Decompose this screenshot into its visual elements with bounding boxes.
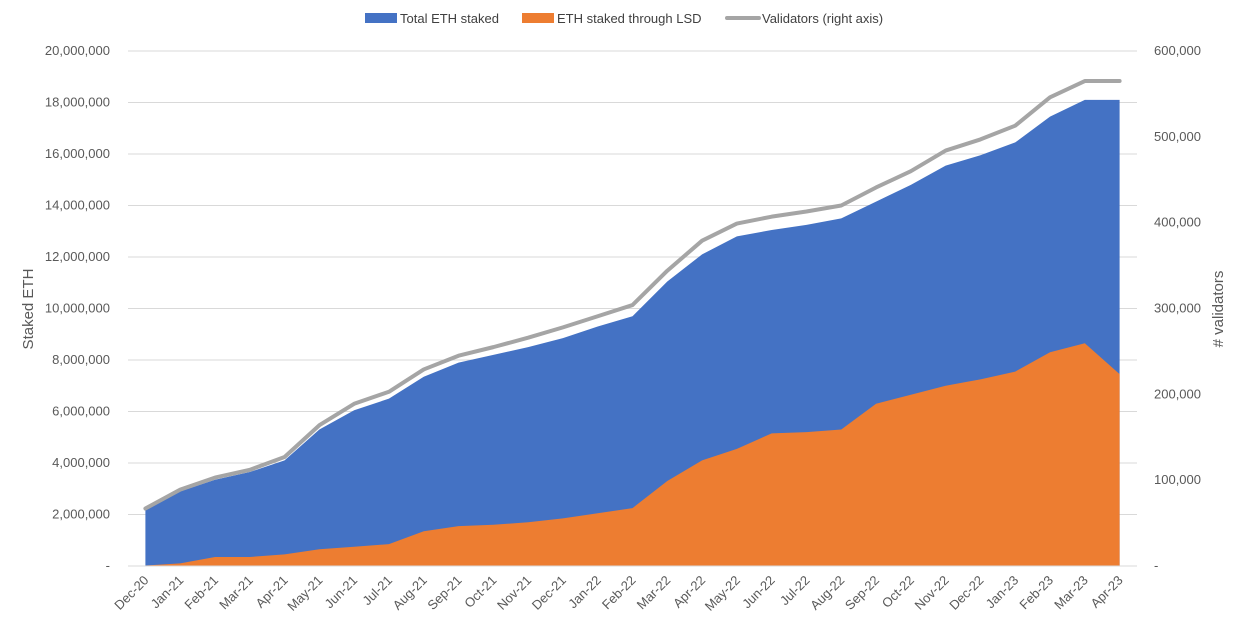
y-tick-label-right: 100,000 — [1154, 472, 1201, 487]
y-tick-label-left: 12,000,000 — [45, 249, 110, 264]
y-tick-label-right: - — [1154, 558, 1158, 573]
y-tick-label-left: - — [106, 558, 110, 573]
legend-swatch — [365, 13, 397, 23]
x-tick-label: Mar-21 — [216, 573, 256, 613]
line-validators — [143, 79, 1122, 511]
x-tick-label: Oct-21 — [461, 573, 499, 611]
x-tick-label: Mar-22 — [634, 573, 674, 613]
y-tick-label-left: 18,000,000 — [45, 95, 110, 110]
x-tick-label: Mar-23 — [1051, 573, 1091, 613]
y-axis-title-right: # validators — [1210, 271, 1227, 348]
legend-swatch — [522, 13, 554, 23]
x-tick-label: Jun-22 — [739, 573, 778, 612]
x-tick-label: Sep-22 — [842, 573, 882, 613]
x-tick-label: Sep-21 — [424, 573, 464, 613]
x-tick-label: Oct-22 — [879, 573, 917, 611]
y-tick-label-right: 200,000 — [1154, 386, 1201, 401]
y-tick-label-right: 600,000 — [1154, 43, 1201, 58]
x-tick-label: May-21 — [284, 573, 325, 614]
x-tick-label: Dec-21 — [529, 573, 569, 613]
y-tick-label-right: 400,000 — [1154, 215, 1201, 230]
x-tick-label: Jun-21 — [322, 573, 361, 612]
y-tick-label-right: 300,000 — [1154, 301, 1201, 316]
x-tick-label: Feb-21 — [181, 573, 221, 613]
y-tick-label-left: 4,000,000 — [52, 455, 110, 470]
y-tick-label-left: 16,000,000 — [45, 146, 110, 161]
y-tick-label-left: 14,000,000 — [45, 198, 110, 213]
area-eth-staked-through-lsd — [145, 343, 1120, 566]
y-tick-label-left: 20,000,000 — [45, 43, 110, 58]
x-tick-label: Jan-23 — [983, 573, 1022, 612]
x-tick-label: Nov-22 — [912, 573, 952, 613]
x-tick-label: Aug-22 — [807, 573, 847, 613]
x-tick-label: Aug-21 — [390, 573, 430, 613]
x-tick-label: Jan-22 — [565, 573, 604, 612]
x-tick-label: May-22 — [702, 573, 743, 614]
x-tick-label: Dec-22 — [946, 573, 986, 613]
area-series — [145, 99, 1120, 567]
legend: Total ETH staked ETH staked through LSD Va… — [365, 11, 883, 26]
y-tick-label-left: 8,000,000 — [52, 352, 110, 367]
legend-label: Total ETH staked — [400, 11, 499, 26]
y-axis-title-left: Staked ETH — [20, 269, 37, 350]
x-tick-label: Jan-21 — [148, 573, 187, 612]
y-tick-label-left: 6,000,000 — [52, 404, 110, 419]
y-tick-label-left: 10,000,000 — [45, 301, 110, 316]
x-tick-label: Nov-21 — [494, 573, 534, 613]
y-tick-label-left: 2,000,000 — [52, 507, 110, 522]
x-tick-label: Dec-20 — [111, 573, 151, 613]
legend-label: ETH staked through LSD — [557, 11, 702, 26]
x-tick-label: Feb-22 — [599, 573, 639, 613]
x-tick-label: Feb-23 — [1016, 573, 1056, 613]
legend-label: Validators (right axis) — [762, 11, 883, 26]
line-series — [143, 79, 1122, 511]
x-tick-label: Apr-23 — [1088, 573, 1126, 611]
y-tick-label-right: 500,000 — [1154, 129, 1201, 144]
